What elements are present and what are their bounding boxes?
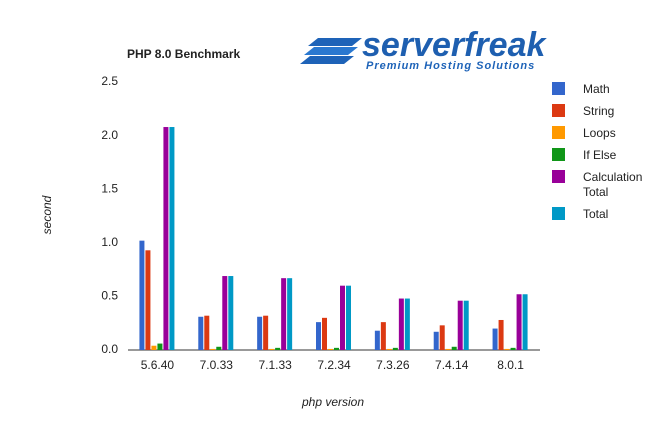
y-tick-label: 2.0 (101, 128, 118, 142)
bar (498, 319, 504, 350)
bar (492, 328, 498, 350)
legend-swatch (552, 82, 565, 95)
chart-title: PHP 8.0 Benchmark (127, 47, 240, 61)
x-tick-label: 7.1.33 (258, 358, 292, 372)
logo-name: serverfreak (362, 26, 547, 64)
y-tick-label: 1.0 (101, 235, 118, 249)
legend-item: Loops (552, 126, 662, 141)
x-tick-label: 5.6.40 (141, 358, 175, 372)
x-tick-label: 7.3.26 (376, 358, 410, 372)
bar (269, 348, 275, 350)
legend-swatch (552, 126, 565, 139)
bar (139, 240, 145, 350)
bar (163, 127, 169, 350)
bar (392, 347, 398, 350)
bar (386, 348, 392, 350)
bar (198, 316, 204, 350)
legend-label: Loops (583, 126, 616, 140)
bar (316, 322, 321, 350)
bar (151, 345, 157, 350)
bar (404, 298, 410, 350)
x-tick-label: 7.0.33 (200, 358, 234, 372)
bar (257, 316, 263, 350)
bar (334, 347, 339, 350)
y-tick-label: 0.5 (101, 289, 118, 303)
bar (346, 285, 351, 350)
x-tick-label: 7.4.14 (435, 358, 469, 372)
legend-item: String (552, 104, 662, 119)
legend-item: Math (552, 82, 662, 97)
legend-label: Math (583, 82, 610, 96)
x-tick-label: 7.2.34 (317, 358, 351, 372)
x-tick-label: 8.0.1 (497, 358, 524, 372)
legend-label: Calculation Total (583, 170, 643, 199)
legend-item: Total (552, 207, 662, 222)
y-tick-label: 2.5 (101, 74, 118, 88)
logo-icon (300, 38, 362, 64)
legend-swatch (552, 170, 565, 183)
bar (169, 127, 175, 350)
legend-label: Total (583, 207, 609, 221)
bar (275, 347, 281, 350)
legend-item: Calculation Total (552, 170, 662, 200)
bar (451, 346, 457, 350)
bar (287, 278, 293, 350)
bar (216, 346, 222, 350)
bar (281, 278, 287, 350)
y-tick-label: 0.0 (101, 342, 118, 356)
legend-swatch (552, 104, 565, 117)
y-tick-label: 1.5 (101, 181, 118, 195)
bar (228, 276, 234, 350)
bar (439, 325, 445, 350)
bar (522, 294, 528, 350)
legend-swatch (552, 148, 565, 161)
bar (445, 348, 451, 350)
bar (510, 347, 516, 350)
bar (210, 348, 216, 350)
bar (328, 348, 333, 350)
legend-label: If Else (583, 148, 617, 162)
bar (504, 348, 510, 350)
bar (157, 343, 163, 350)
bar (374, 330, 380, 350)
bar (380, 322, 386, 350)
bar (433, 331, 439, 350)
x-axis-label: php version (301, 395, 364, 409)
bar (457, 300, 463, 350)
bar (516, 294, 522, 350)
bar (322, 317, 327, 350)
bar (340, 285, 345, 350)
y-axis-label: second (40, 195, 54, 234)
legend-swatch (552, 207, 565, 220)
logo-tagline: Premium Hosting Solutions (366, 60, 535, 72)
bar (463, 300, 469, 350)
bar (204, 315, 210, 350)
bar (398, 298, 404, 350)
bar (263, 315, 269, 350)
legend-label: String (583, 104, 615, 118)
legend-item: If Else (552, 148, 662, 163)
bar (145, 250, 151, 350)
bar (222, 276, 228, 350)
legend: Math String Loops If Else Calculation Total T… (552, 82, 662, 229)
